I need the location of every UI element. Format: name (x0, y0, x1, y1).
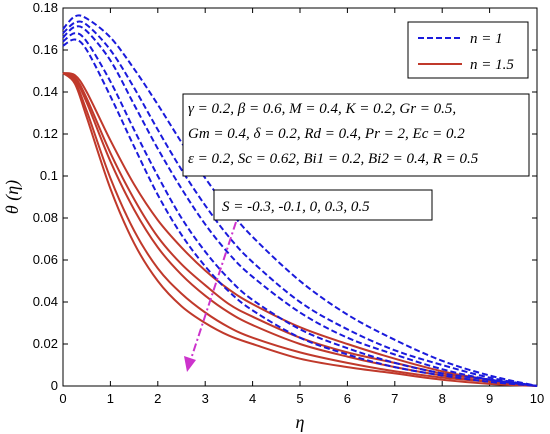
s-direction-arrow (184, 221, 237, 372)
parameter-box: γ = 0.2, β = 0.6, M = 0.4, K = 0.2, Gr =… (182, 93, 530, 177)
x-tick-label: 4 (249, 391, 256, 406)
x-tick-label: 3 (202, 391, 209, 406)
y-tick-label: 0.16 (33, 42, 58, 57)
axis-ticks: 0 1 2 3 4 5 6 7 8 9 10 0 0.02 0.04 0.06 0.08 0.1 0.12 0.14… (33, 0, 545, 406)
x-tick-label: 6 (344, 391, 351, 406)
x-axis-label: η (296, 412, 305, 432)
x-tick-label: 7 (391, 391, 398, 406)
y-tick-label: 0.12 (33, 126, 58, 141)
y-axis-label: θ (η) (2, 180, 23, 214)
x-tick-label: 2 (154, 391, 161, 406)
series-line-n15-s0p5 (62, 72, 538, 387)
y-tick-label: 0.06 (33, 252, 58, 267)
legend: n = 1 n = 1.5 (407, 21, 529, 79)
series-line-n1-s0p3 (62, 32, 538, 387)
y-tick-label: 0.02 (33, 336, 58, 351)
series-line-n15-s0 (62, 72, 538, 387)
x-tick-label: 9 (486, 391, 493, 406)
s-annotation: S = -0.3, -0.1, 0, 0.3, 0.5 (213, 189, 433, 221)
legend-label-n1: n = 1 (470, 31, 503, 47)
y-tick-label: 0.04 (33, 294, 58, 309)
parameter-line-1: γ = 0.2, β = 0.6, M = 0.4, K = 0.2, Gr =… (188, 101, 456, 117)
x-tick-label: 0 (59, 391, 66, 406)
y-tick-label: 0 (51, 378, 58, 393)
x-tick-label: 10 (530, 391, 544, 406)
y-tick-label: 0.1 (40, 168, 58, 183)
x-tick-label: 5 (296, 391, 303, 406)
parameter-box-frame (182, 93, 530, 177)
arrow-head (184, 356, 196, 372)
legend-label-n15: n = 1.5 (470, 57, 514, 73)
series-line-n1-sm0p1 (62, 20, 538, 387)
series-line-n15-sm0p3 (62, 72, 538, 387)
x-tick-label: 8 (439, 391, 446, 406)
s-annotation-box (213, 189, 433, 221)
series-line-n1-s0 (62, 25, 538, 387)
parameter-line-3: ε = 0.2, Sc = 0.62, Bi1 = 0.2, Bi2 = 0.4… (188, 151, 479, 167)
parameter-line-2: Gm = 0.4, δ = 0.2, Rd = 0.4, Pr = 2, Ec … (188, 126, 465, 142)
s-annotation-text: S = -0.3, -0.1, 0, 0.3, 0.5 (222, 199, 370, 215)
series-line-n15-s0p3 (62, 72, 538, 387)
legend-box (407, 21, 529, 79)
y-tick-label: 0.08 (33, 210, 58, 225)
series-line-n15-sm0p1 (62, 72, 538, 387)
y-tick-label: 0.14 (33, 84, 58, 99)
y-tick-label: 0.18 (33, 0, 58, 15)
x-tick-label: 1 (107, 391, 114, 406)
